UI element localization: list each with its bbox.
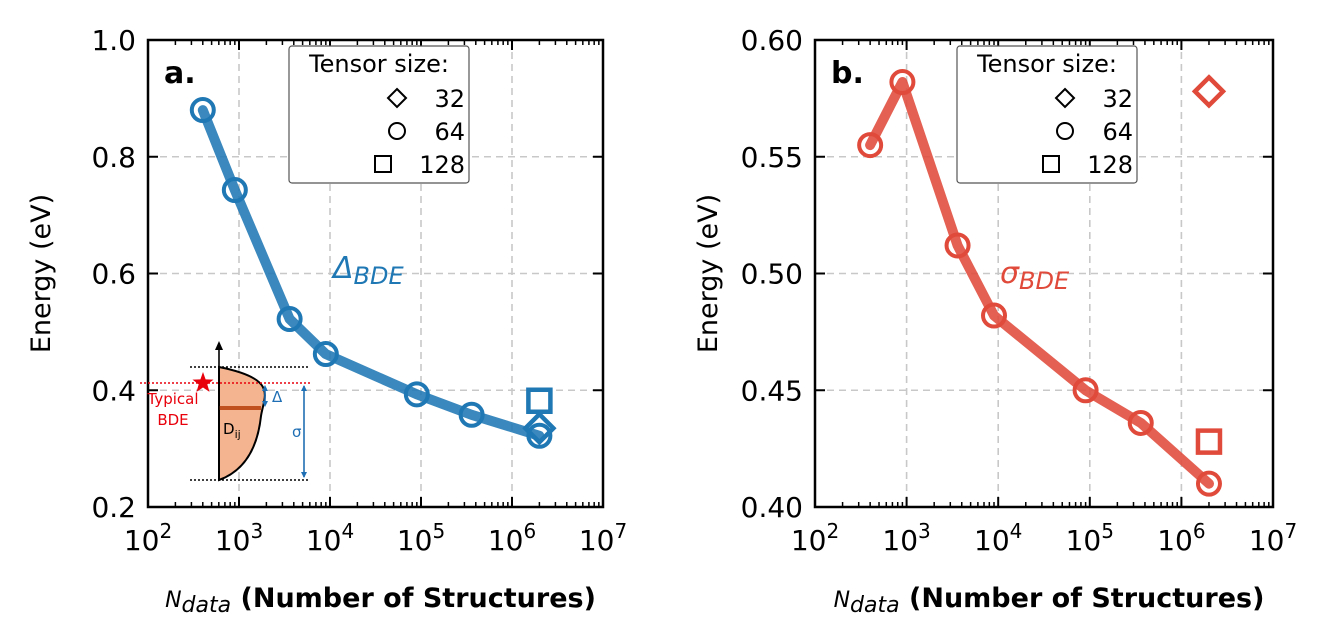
typical-bde-star (192, 372, 214, 392)
data-point (189, 97, 216, 124)
sigma-label: σ (292, 423, 302, 441)
x-axis-label: Ndata (Number of Structures) (834, 583, 1265, 618)
data-point (857, 132, 884, 159)
y-tick-label: 0.40 (741, 491, 803, 524)
legend-marker-square (1042, 155, 1060, 173)
legend-marker-diamond (386, 87, 408, 109)
y-tick-label: 0.4 (91, 374, 136, 407)
data-point-diamond (1191, 74, 1227, 109)
panel-label: b. (831, 56, 864, 91)
panel-a: 102 103 104 105 106 107 0.2 0.4 0.6 0.8 1.0 Energy … (26, 24, 627, 618)
y-tick-label: 1.0 (91, 24, 136, 57)
x-tick-label: 105 (397, 519, 445, 557)
data-point (1195, 470, 1222, 497)
y-tick-label: 0.60 (741, 24, 803, 57)
series-annotation: ΔBDE (331, 251, 404, 290)
distribution-inset: Typical BDE Δσ Dij (140, 341, 310, 482)
legend-box (288, 45, 470, 184)
panel-label: a. (164, 56, 196, 91)
data-point (526, 422, 553, 449)
series-line (865, 77, 1214, 489)
legend-marker-circle (1056, 122, 1074, 140)
x-tick-label: 105 (1066, 519, 1114, 557)
distribution-label: Dij (223, 420, 241, 441)
legend-marker-square (374, 155, 392, 173)
data-point (458, 401, 485, 428)
panel-b: 102 103 104 105 106 107 0.40 0.45 0.50 0.55 0.60 En… (693, 24, 1297, 618)
y-tick-label: 0.55 (741, 141, 803, 174)
y-tick-label: 0.50 (741, 258, 803, 291)
x-tick-label: 107 (1249, 519, 1297, 557)
series-line (197, 105, 545, 441)
x-tick-label: 104 (306, 519, 354, 557)
legend-entry-label: 32 (434, 85, 465, 113)
inset-axis-arrowhead (215, 341, 223, 350)
data-point-square (1195, 428, 1223, 455)
y-axis-label: Energy (eV) (26, 194, 57, 353)
x-tick-label: 106 (1157, 519, 1205, 557)
x-tick-label: 102 (124, 519, 172, 557)
typical-label: Typical (147, 390, 199, 408)
legend-entry-label: 128 (419, 151, 465, 179)
legend-entry-label: 32 (1102, 85, 1133, 113)
data-point (889, 69, 916, 96)
data-point (403, 381, 430, 408)
data-point (1072, 377, 1099, 404)
series-annotation: σBDE (1000, 256, 1070, 295)
legend-entry-label: 64 (434, 118, 465, 146)
legend-title: Tensor size: (308, 50, 449, 78)
y-tick-label: 0.45 (741, 374, 803, 407)
legend-box (956, 45, 1138, 184)
data-point (276, 306, 303, 333)
x-tick-label: 106 (488, 519, 536, 557)
legend-entry-label: 128 (1087, 151, 1133, 179)
x-tick-label: 103 (882, 519, 930, 557)
delta-label: Δ (272, 388, 283, 406)
legend: Tensor size: 32 64 128 (288, 45, 470, 184)
data-point-diamond (522, 411, 557, 446)
data-point (312, 341, 339, 368)
x-tick-label: 104 (974, 519, 1022, 557)
y-axis-label: Energy (eV) (693, 194, 724, 353)
y-tick-label: 0.8 (91, 141, 136, 174)
delta-arrowheads (262, 385, 268, 407)
data-point (981, 302, 1008, 329)
x-tick-label: 107 (579, 519, 627, 557)
distribution-curve (218, 365, 266, 482)
legend-entry-label: 64 (1102, 118, 1133, 146)
legend-title: Tensor size: (976, 50, 1117, 78)
legend: Tensor size: 32 64 128 (956, 45, 1138, 184)
y-tick-label: 0.6 (91, 258, 136, 291)
legend-marker-circle (388, 122, 406, 140)
data-point (1127, 409, 1154, 436)
data-point (944, 232, 971, 259)
plot-frame (813, 38, 1275, 509)
legend-marker-diamond (1054, 87, 1076, 109)
data-point (221, 177, 248, 204)
x-tick-label: 103 (215, 519, 263, 557)
typical-label: BDE (157, 411, 188, 429)
x-tick-label: 102 (791, 519, 839, 557)
plot-frame (146, 38, 605, 509)
y-tick-label: 0.2 (91, 491, 136, 524)
x-axis-label: Ndata (Number of Structures) (165, 583, 596, 618)
data-point-square (526, 387, 553, 415)
